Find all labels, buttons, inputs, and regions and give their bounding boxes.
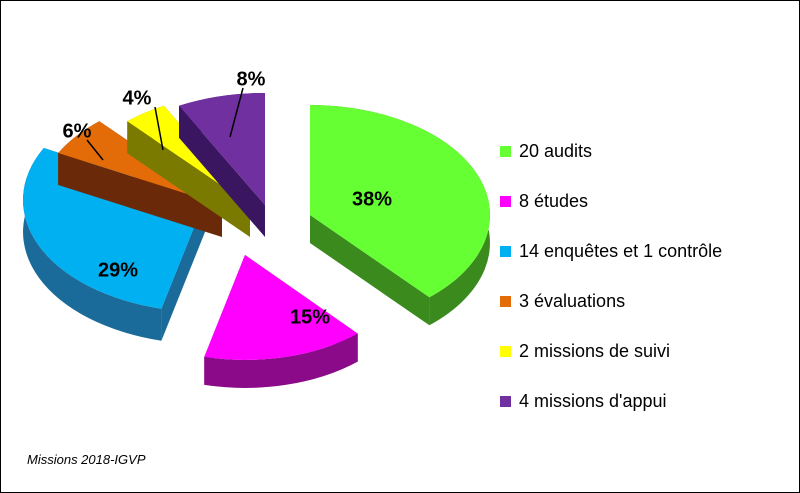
pie-slice-side — [23, 148, 162, 341]
pie-slice-6 — [179, 92, 265, 237]
legend-label: 8 études — [519, 190, 589, 211]
legend-swatch — [500, 295, 511, 307]
chart-caption: Missions 2018-IGVP — [27, 452, 146, 467]
pie-slice-wall — [58, 153, 223, 237]
slice-percent-label: 29% — [98, 259, 138, 281]
leader-line — [86, 139, 104, 161]
slice-percent-label: 4% — [123, 87, 152, 109]
legend-swatch — [500, 245, 511, 257]
pie-slice-2 — [204, 255, 358, 388]
slice-percent-label: 6% — [63, 120, 92, 142]
legend-swatch — [500, 195, 511, 207]
legend-label: 3 évaluations — [519, 290, 626, 311]
legend-swatch — [500, 345, 511, 357]
leader-line — [154, 106, 164, 151]
legend-item: 3 évaluations — [500, 290, 625, 312]
pie-slice-wall — [310, 215, 430, 326]
legend-item: 14 enquêtes et 1 contrôle — [500, 240, 722, 262]
legend-swatch — [500, 395, 511, 407]
legend-swatch — [500, 145, 511, 157]
legend-item: 4 missions d'appui — [500, 390, 667, 412]
legend-label: 2 missions de suivi — [519, 340, 671, 361]
pie-slice-wall — [127, 121, 250, 237]
legend-label: 20 audits — [519, 140, 593, 161]
pie-slice-1 — [310, 105, 490, 326]
slice-percent-label: 8% — [237, 68, 266, 90]
slice-percent-label: 38% — [352, 188, 392, 210]
pie-slice-top — [204, 255, 358, 360]
pie-slice-top — [179, 92, 265, 205]
pie-slice-side — [204, 333, 358, 388]
legend-item: 2 missions de suivi — [500, 340, 670, 362]
slice-percent-label: 15% — [290, 306, 330, 328]
legend-item: 8 études — [500, 190, 588, 212]
pie-slice-wall — [161, 200, 205, 341]
pie-slice-wall — [179, 105, 265, 237]
legend-label: 14 enquêtes et 1 contrôle — [519, 240, 723, 261]
leader-line — [229, 87, 244, 138]
legend-item: 20 audits — [500, 140, 592, 162]
pie-slice-top — [310, 105, 490, 298]
legend-label: 4 missions d'appui — [519, 390, 667, 411]
